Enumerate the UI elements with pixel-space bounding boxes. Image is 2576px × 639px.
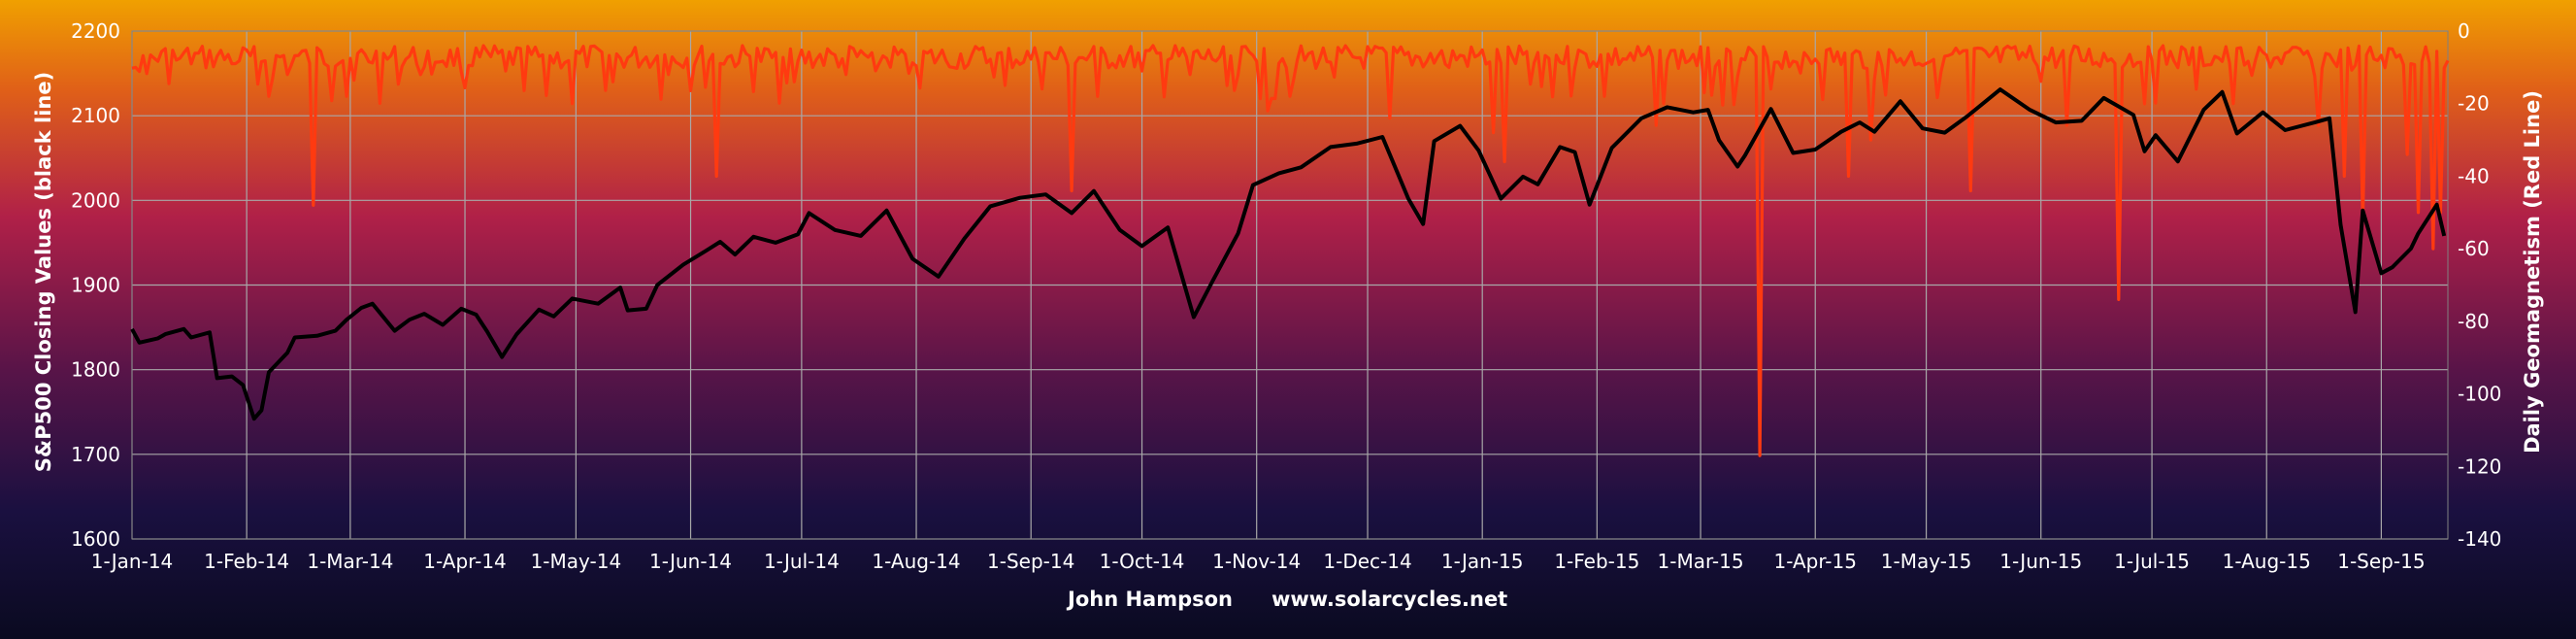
credit-website: www.solarcycles.net: [1271, 588, 1507, 611]
credit-author: John Hampson: [1066, 588, 1233, 611]
y-axis-left-label: S&P500 Closing Values (black line): [32, 72, 55, 472]
y-left-tick-label: 2100: [71, 104, 120, 127]
y-left-tick-label: 1800: [71, 358, 120, 382]
x-tick-label: 1-Apr-15: [1773, 550, 1857, 573]
x-tick-label: 1-Feb-15: [1554, 550, 1639, 573]
x-tick-label: 1-Dec-14: [1323, 550, 1411, 573]
x-tick-label: 1-Sep-14: [987, 550, 1074, 573]
x-tick-label: 1-May-15: [1881, 550, 1972, 573]
x-tick-label: 1-Aug-15: [2223, 550, 2311, 573]
y-right-tick-label: -100: [2458, 383, 2501, 406]
y-axis-right-label: Daily Geomagnetism (Red Line): [2521, 90, 2544, 454]
grid-lines: [131, 30, 2448, 540]
y-right-tick-label: -140: [2458, 527, 2501, 551]
right-axis-ticks: 0 -20 -40 -60 -80 -100 -120 -140: [2458, 19, 2501, 551]
y-right-tick-label: -120: [2458, 454, 2501, 478]
x-tick-label: 1-Jul-15: [2114, 550, 2190, 573]
y-left-tick-label: 1600: [71, 527, 120, 551]
y-left-tick-label: 2000: [71, 188, 120, 212]
x-tick-label: 1-Mar-15: [1658, 550, 1744, 573]
x-tick-label: 1-May-14: [531, 550, 622, 573]
x-tick-label: 1-Apr-14: [423, 550, 507, 573]
x-axis-ticks: 1-Jan-14 1-Feb-14 1-Mar-14 1-Apr-14 1-May-14…: [91, 550, 2426, 573]
y-left-tick-label: 1700: [71, 443, 120, 466]
series-line-geomagnetism: [131, 44, 2450, 457]
x-tick-label: 1-Mar-14: [307, 550, 393, 573]
y-left-tick-label: 2200: [71, 19, 120, 43]
plot-border: [131, 30, 2449, 540]
series-line-sp500: [130, 87, 2447, 421]
y-right-tick-label: -40: [2458, 164, 2490, 187]
y-right-tick-label: -20: [2458, 92, 2490, 116]
left-axis-ticks: 1600 1700 1800 1900 2000 2100 2200: [71, 19, 120, 551]
x-tick-label: 1-Jan-14: [91, 550, 174, 573]
x-tick-label: 1-Sep-15: [2337, 550, 2425, 573]
x-tick-label: 1-Aug-14: [872, 550, 960, 573]
y-right-tick-label: -60: [2458, 237, 2490, 260]
x-tick-label: 1-Jan-15: [1441, 550, 1524, 573]
x-tick-label: 1-Jul-14: [764, 550, 840, 573]
x-tick-label: 1-Jun-15: [1999, 550, 2082, 573]
x-tick-label: 1-Feb-14: [204, 550, 289, 573]
x-tick-label: 1-Jun-14: [649, 550, 732, 573]
x-tick-label: 1-Oct-14: [1100, 550, 1185, 573]
x-tick-label: 1-Nov-14: [1212, 550, 1301, 573]
y-right-tick-label: -80: [2458, 310, 2490, 333]
y-right-tick-label: 0: [2458, 19, 2470, 43]
y-left-tick-label: 1900: [71, 274, 120, 297]
